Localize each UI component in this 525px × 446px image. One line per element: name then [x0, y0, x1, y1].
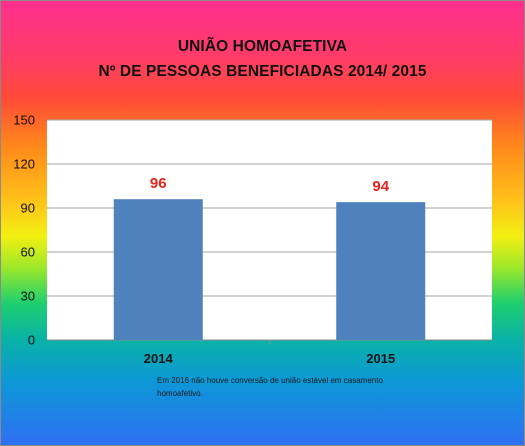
y-tick-label: 150: [13, 113, 35, 128]
bar-2015: [336, 202, 426, 340]
y-tick-label: 60: [21, 245, 35, 260]
x-axis-labels: 2014 2015: [144, 351, 395, 366]
data-label-2014: 96: [150, 175, 167, 192]
y-tick-label: 90: [21, 201, 35, 216]
chart-title-line-1: UNIÃO HOMOAFETIVA: [177, 38, 348, 55]
y-tick-label: 120: [13, 157, 35, 172]
y-axis-ticks: 0 30 60 90 120 150: [13, 113, 35, 348]
bars: 96 94: [113, 175, 426, 340]
x-category-label: 2014: [144, 351, 174, 366]
data-label-2015: 94: [372, 178, 389, 195]
footnote: Em 2016 não houve conversão de união est…: [157, 376, 383, 398]
bar-2014: [113, 199, 203, 340]
y-tick-label: 0: [28, 333, 35, 348]
chart-title-line-2: Nº DE PESSOAS BENEFICIADAS 2014/ 2015: [98, 63, 427, 80]
x-category-label: 2015: [366, 351, 395, 366]
y-tick-label: 30: [21, 289, 35, 304]
